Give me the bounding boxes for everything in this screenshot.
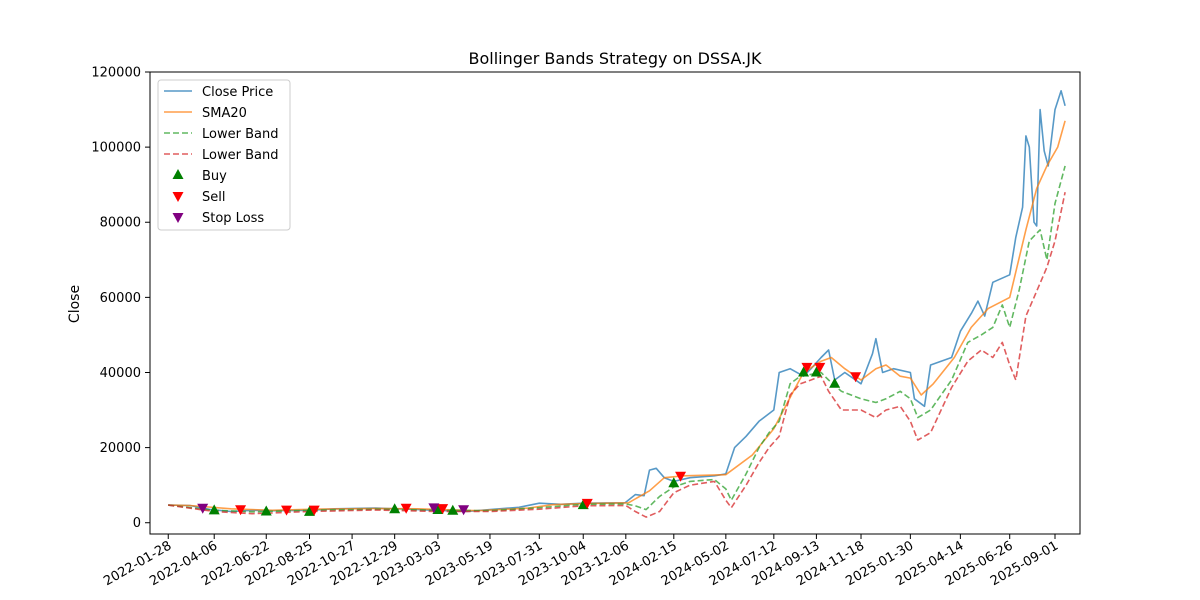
sell-marker	[814, 362, 826, 373]
axes-frame	[149, 71, 1081, 535]
buy-marker	[208, 504, 220, 515]
legend-swatch	[172, 213, 184, 223]
y-tick-label: 40000	[100, 366, 141, 381]
legend-label: Close Price	[202, 85, 273, 100]
legend-label: Lower Band	[202, 148, 278, 163]
buy-marker	[447, 504, 459, 515]
series-group	[168, 90, 1066, 518]
buy-marker	[829, 377, 841, 388]
legend: Close Price SMA20 Lower Band Lower Band Buy S…	[157, 79, 291, 231]
sell-marker	[675, 471, 687, 482]
legend-swatch	[172, 169, 184, 179]
stop-loss-marker	[458, 505, 470, 516]
markers-group	[197, 362, 862, 516]
y-tick-label: 80000	[100, 216, 141, 231]
buy-marker	[389, 503, 401, 514]
stop-loss-marker	[197, 503, 209, 514]
sell-marker	[400, 503, 412, 514]
buy-marker	[432, 503, 444, 514]
buy-marker	[668, 477, 680, 488]
sell-marker	[235, 505, 247, 516]
stop-loss-marker	[428, 503, 440, 514]
series-line-1	[168, 90, 1066, 513]
legend-box	[157, 79, 291, 231]
chart-title: Bollinger Bands Strategy on DSSA.JK	[469, 49, 762, 68]
legend-label: Buy	[202, 169, 227, 184]
buy-marker	[304, 505, 316, 516]
plot-area	[168, 90, 1066, 518]
sell-marker	[437, 504, 449, 515]
y-tick-label: 60000	[100, 291, 141, 306]
sell-marker	[850, 372, 862, 383]
sell-marker	[281, 505, 293, 516]
sell-marker	[581, 498, 593, 509]
legend-label: Stop Loss	[202, 211, 264, 226]
series-line-2	[168, 120, 1066, 512]
legend-label: SMA20	[202, 106, 247, 121]
series-line-3	[168, 165, 1066, 513]
buy-marker	[577, 499, 589, 510]
buy-marker	[810, 366, 822, 377]
sell-marker	[801, 362, 813, 373]
y-tick-label: 120000	[91, 66, 141, 81]
legend-label: Sell	[202, 190, 225, 205]
y-tick-label: 100000	[91, 141, 141, 156]
sell-marker	[308, 505, 320, 516]
series-line-4	[168, 192, 1066, 518]
y-tick-label: 0	[133, 516, 141, 531]
buy-marker	[260, 505, 272, 516]
buy-marker	[798, 366, 810, 377]
y-tick-label: 20000	[100, 441, 141, 456]
legend-swatch	[172, 192, 184, 202]
legend-label: Lower Band	[202, 127, 278, 142]
y-axis-label: Close	[67, 285, 83, 323]
